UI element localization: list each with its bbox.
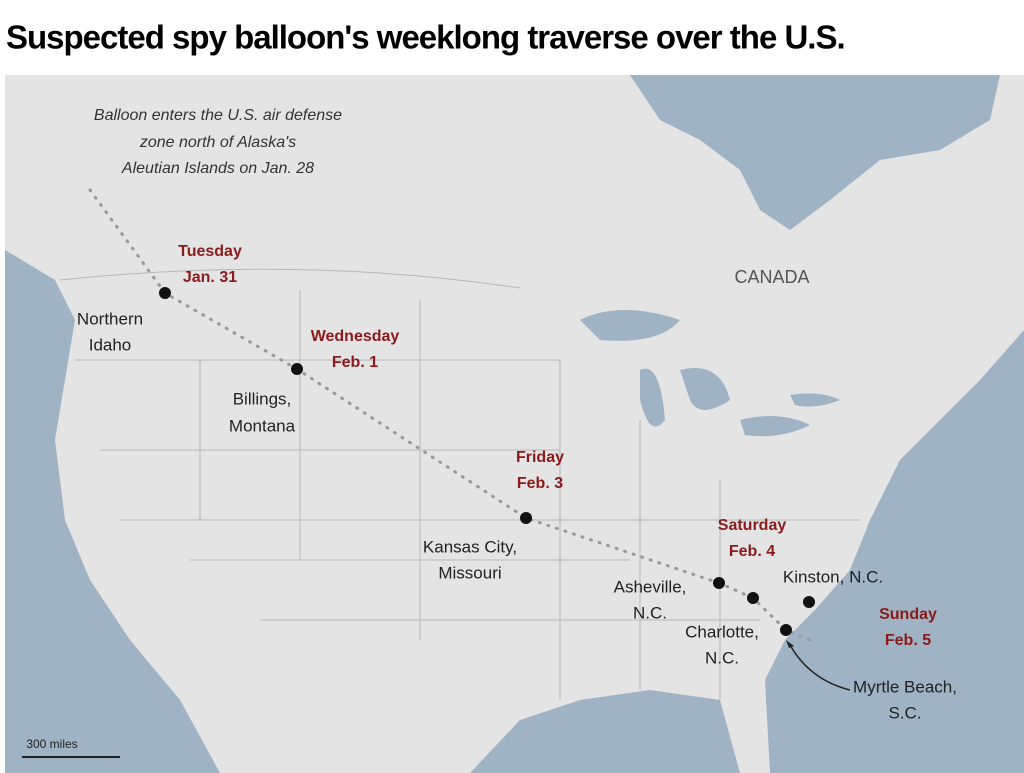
- date: Feb. 1: [332, 354, 378, 371]
- title: Suspected spy balloon's weeklong travers…: [6, 19, 845, 56]
- place: Idaho: [89, 335, 132, 354]
- arrow-head: [786, 640, 794, 648]
- place: Myrtle Beach,: [853, 677, 957, 696]
- location-dots: [159, 287, 815, 636]
- map: [5, 75, 1024, 773]
- day: Sunday: [879, 606, 937, 623]
- land: [5, 75, 1024, 773]
- place: Kansas City,: [423, 537, 517, 556]
- day: Friday: [516, 449, 564, 466]
- place: Billings,: [233, 389, 292, 408]
- labels: Balloon enters the U.S. air defense zone…: [22, 107, 957, 758]
- date: Jan. 31: [183, 269, 237, 286]
- arrow: [789, 644, 851, 691]
- place: Montana: [229, 416, 296, 435]
- country-label: CANADA: [734, 267, 809, 287]
- annotation: Aleutian Islands on Jan. 28: [121, 160, 314, 177]
- day: Saturday: [718, 517, 787, 534]
- day: Tuesday: [178, 243, 242, 260]
- annotation: Balloon enters the U.S. air defense: [94, 107, 342, 124]
- date: Feb. 4: [729, 543, 775, 560]
- day: Wednesday: [311, 328, 400, 345]
- place: N.C.: [705, 648, 739, 667]
- date: Feb. 5: [885, 632, 931, 649]
- place: Missouri: [438, 563, 501, 582]
- date: Feb. 3: [517, 475, 563, 492]
- scale-label: 300 miles: [26, 737, 77, 751]
- hudson-bay: [630, 75, 1000, 230]
- place: Kinston, N.C.: [783, 567, 883, 586]
- place: Charlotte,: [685, 622, 759, 641]
- place: Northern: [77, 309, 143, 328]
- place: Asheville,: [614, 577, 687, 596]
- borders: [59, 268, 860, 700]
- place: N.C.: [633, 603, 667, 622]
- balloon-path: [88, 188, 812, 642]
- great-lakes: [580, 310, 840, 437]
- place: S.C.: [888, 703, 921, 722]
- annotation: zone north of Alaska's: [139, 134, 296, 151]
